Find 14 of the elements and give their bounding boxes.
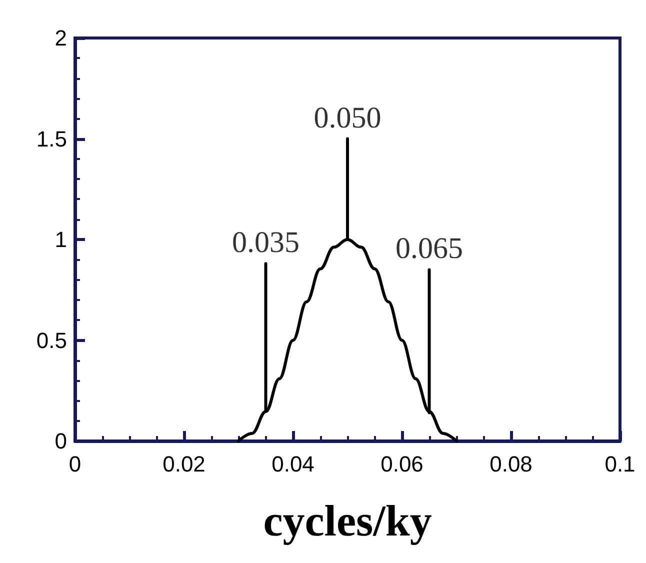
y-tick-label: 0 bbox=[54, 428, 67, 454]
x-tick-label: 0.06 bbox=[380, 452, 424, 476]
y-tick-label: 0.5 bbox=[36, 328, 67, 353]
y-tick-label: 2 bbox=[54, 26, 67, 50]
x-axis-title: cycles/ky bbox=[263, 496, 432, 546]
x-tick-label: 0.1 bbox=[604, 452, 636, 476]
y-tick-label: 1 bbox=[54, 227, 67, 252]
annotation: 0.035 bbox=[232, 226, 300, 260]
x-tick-label: 0.04 bbox=[272, 452, 314, 476]
annotation: 0.050 bbox=[314, 101, 382, 134]
x-tick-label: 0.08 bbox=[490, 452, 532, 476]
annotation: 0.065 bbox=[396, 232, 463, 266]
y-tick-label: 1.5 bbox=[36, 126, 67, 152]
x-tick-label: 0.02 bbox=[162, 452, 206, 476]
